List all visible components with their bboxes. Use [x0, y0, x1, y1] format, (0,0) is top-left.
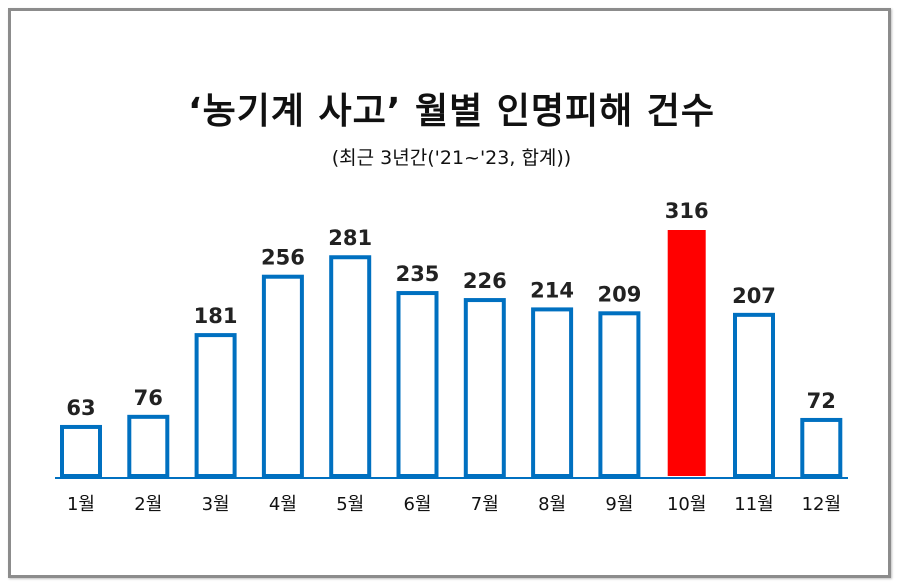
- value-label: 72: [807, 389, 836, 413]
- category-label: 9월: [605, 494, 633, 515]
- value-label: 76: [134, 386, 163, 410]
- value-label: 207: [732, 284, 776, 308]
- category-label: 1월: [67, 494, 95, 515]
- category-label: 7월: [471, 494, 499, 515]
- bars-group: 63 1월 76 2월 181 3월 256 4월 281 5월 235 6월 226 7월 214 8월 20…: [60, 199, 843, 515]
- category-label: 3월: [202, 494, 230, 515]
- category-label: 10월: [667, 494, 706, 515]
- bar-1월: [60, 424, 102, 478]
- category-label: 5월: [336, 494, 364, 515]
- value-label: 226: [463, 269, 507, 293]
- value-label: 214: [530, 278, 574, 302]
- bar-6월: [396, 291, 439, 479]
- value-label: 235: [396, 262, 440, 286]
- category-label: 11월: [734, 494, 773, 515]
- value-label: 256: [261, 246, 305, 270]
- category-label: 4월: [269, 494, 297, 515]
- value-label: 63: [66, 396, 95, 420]
- bar-4월: [261, 274, 304, 478]
- chart-frame: [8, 8, 891, 578]
- category-label: 6월: [403, 494, 431, 515]
- bar-8월: [531, 307, 574, 478]
- value-label: 316: [665, 199, 709, 223]
- value-label: 209: [597, 282, 641, 306]
- category-label: 2월: [134, 494, 162, 515]
- category-label: 8월: [538, 494, 566, 515]
- bar-2월: [127, 414, 170, 479]
- bar-5월: [329, 255, 372, 478]
- chart-subtitle: (최근 3년간('21~'23, 합계)): [331, 147, 572, 169]
- category-label: 12월: [802, 494, 841, 515]
- chart-title: ‘농기계 사고’ 월별 인명피해 건수: [187, 91, 716, 132]
- bar-10월: [667, 230, 706, 476]
- bar-7월: [463, 298, 506, 478]
- bar-11월: [733, 312, 775, 478]
- bar-3월: [194, 333, 237, 478]
- bar-12월: [800, 417, 843, 479]
- bar-9월: [598, 311, 641, 478]
- value-label: 181: [194, 304, 238, 328]
- value-label: 281: [328, 226, 372, 250]
